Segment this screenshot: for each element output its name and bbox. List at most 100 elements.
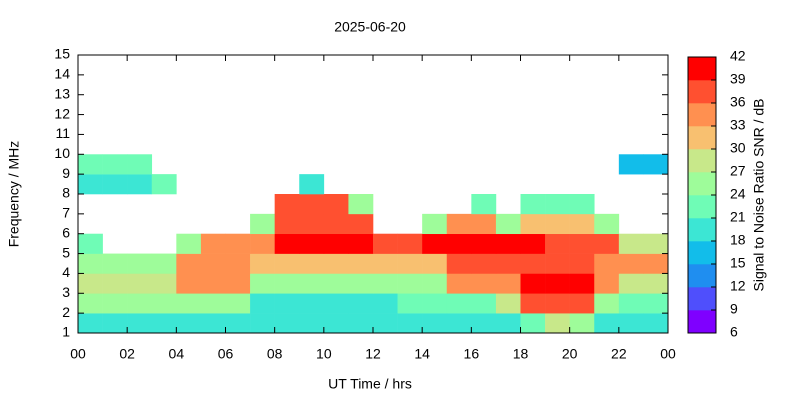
heatmap-cell [397,233,423,254]
y-tick-label: 15 [54,46,70,62]
heatmap-cell [520,273,546,294]
heatmap-cell [446,273,472,294]
heatmap-cell [520,213,546,235]
heatmap-cell [618,293,644,314]
colorbar-band [688,172,716,196]
colorbar-tick-label: 24 [730,186,746,202]
heatmap-cell [446,213,472,235]
heatmap-cell [643,154,669,175]
heatmap-cell [569,194,595,215]
heatmap-cell [78,293,103,314]
heatmap-cell [569,273,595,294]
heatmap-cell [471,313,497,334]
colorbar-tick-label: 27 [730,163,746,179]
heatmap-cell [225,313,251,334]
heatmap-cell [250,313,275,334]
heatmap-cell [200,313,226,334]
heatmap-cell [446,233,472,254]
heatmap-cell [569,213,595,235]
heatmap-cell [643,273,669,294]
heatmap-cell [274,293,300,314]
x-tick-label: 22 [611,346,627,362]
heatmap-cell [323,233,349,254]
heatmap-cell [569,253,595,274]
heatmap-cell [594,273,620,294]
x-tick-label: 14 [414,346,430,362]
heatmap-cell [250,213,275,235]
heatmap-cell [225,233,251,254]
x-tick-label: 10 [316,346,332,362]
heatmap-cell [151,253,177,274]
heatmap-cell [250,293,275,314]
heatmap-cell [225,253,251,274]
heatmap-cell [102,313,128,334]
heatmap-cell [422,213,448,235]
heatmap-cell [495,233,521,254]
heatmap-cell [151,313,177,334]
colorbar-tick-label: 18 [730,232,746,248]
colorbar-tick-label: 36 [730,94,746,110]
y-tick-label: 13 [54,85,70,101]
heatmap-cell [200,273,226,294]
heatmap-cell [348,194,374,215]
heatmap-cell [299,213,325,235]
heatmap-cell [495,293,521,314]
heatmap-cell [373,313,398,334]
heatmap-cell [78,174,103,195]
heatmap-cell [78,253,103,274]
heatmap-cell [594,313,620,334]
heatmap-cell [397,313,423,334]
heatmap-cell [569,233,595,254]
y-tick-label: 4 [62,264,70,280]
y-tick-label: 6 [62,224,70,240]
heatmap-cell [618,313,644,334]
heatmap-cell [618,154,644,175]
heatmap-cell [274,213,300,235]
heatmap-cell [594,293,620,314]
x-tick-label: 08 [267,346,283,362]
heatmap-cell [102,273,128,294]
heatmap-cell [422,233,448,254]
x-tick-label: 06 [218,346,234,362]
heatmap-cell [495,213,521,235]
heatmap-cell [274,253,300,274]
heatmap-cell [348,213,374,235]
y-tick-label: 3 [62,284,70,300]
y-tick-label: 7 [62,205,70,221]
heatmap-cell [78,273,103,294]
heatmap-cell [569,313,595,334]
heatmap-cell [102,253,128,274]
y-tick-label: 8 [62,185,70,201]
heatmap-cell [102,293,128,314]
heatmap-cell [200,253,226,274]
colorbar-tick-label: 12 [730,278,746,294]
heatmap-cell [78,233,103,254]
heatmap-cell [102,174,128,195]
heatmap-cell [323,313,349,334]
heatmap-cell [594,253,620,274]
heatmap-cell [176,253,202,274]
x-tick-label: 16 [464,346,480,362]
heatmap-cell [151,174,177,195]
colorbar-tick-label: 30 [730,140,746,156]
heatmap-cell [471,293,497,314]
heatmap-cell [323,194,349,215]
x-tick-label: 02 [119,346,135,362]
x-tick-label: 04 [169,346,185,362]
y-tick-label: 14 [54,66,70,82]
heatmap-cell [200,233,226,254]
colorbar-band [688,80,716,104]
heatmap-cell [274,313,300,334]
heatmap-cell [471,273,497,294]
heatmap-cell [348,273,374,294]
heatmap-cell [545,313,570,334]
heatmap-cell [545,233,570,254]
colorbar-tick-label: 6 [730,324,738,340]
heatmap-cell [471,233,497,254]
heatmap-cell [545,253,570,274]
heatmap-cell [520,313,546,334]
heatmap-cell [250,273,275,294]
heatmap-cell [446,313,472,334]
heatmap-cell [545,194,570,215]
